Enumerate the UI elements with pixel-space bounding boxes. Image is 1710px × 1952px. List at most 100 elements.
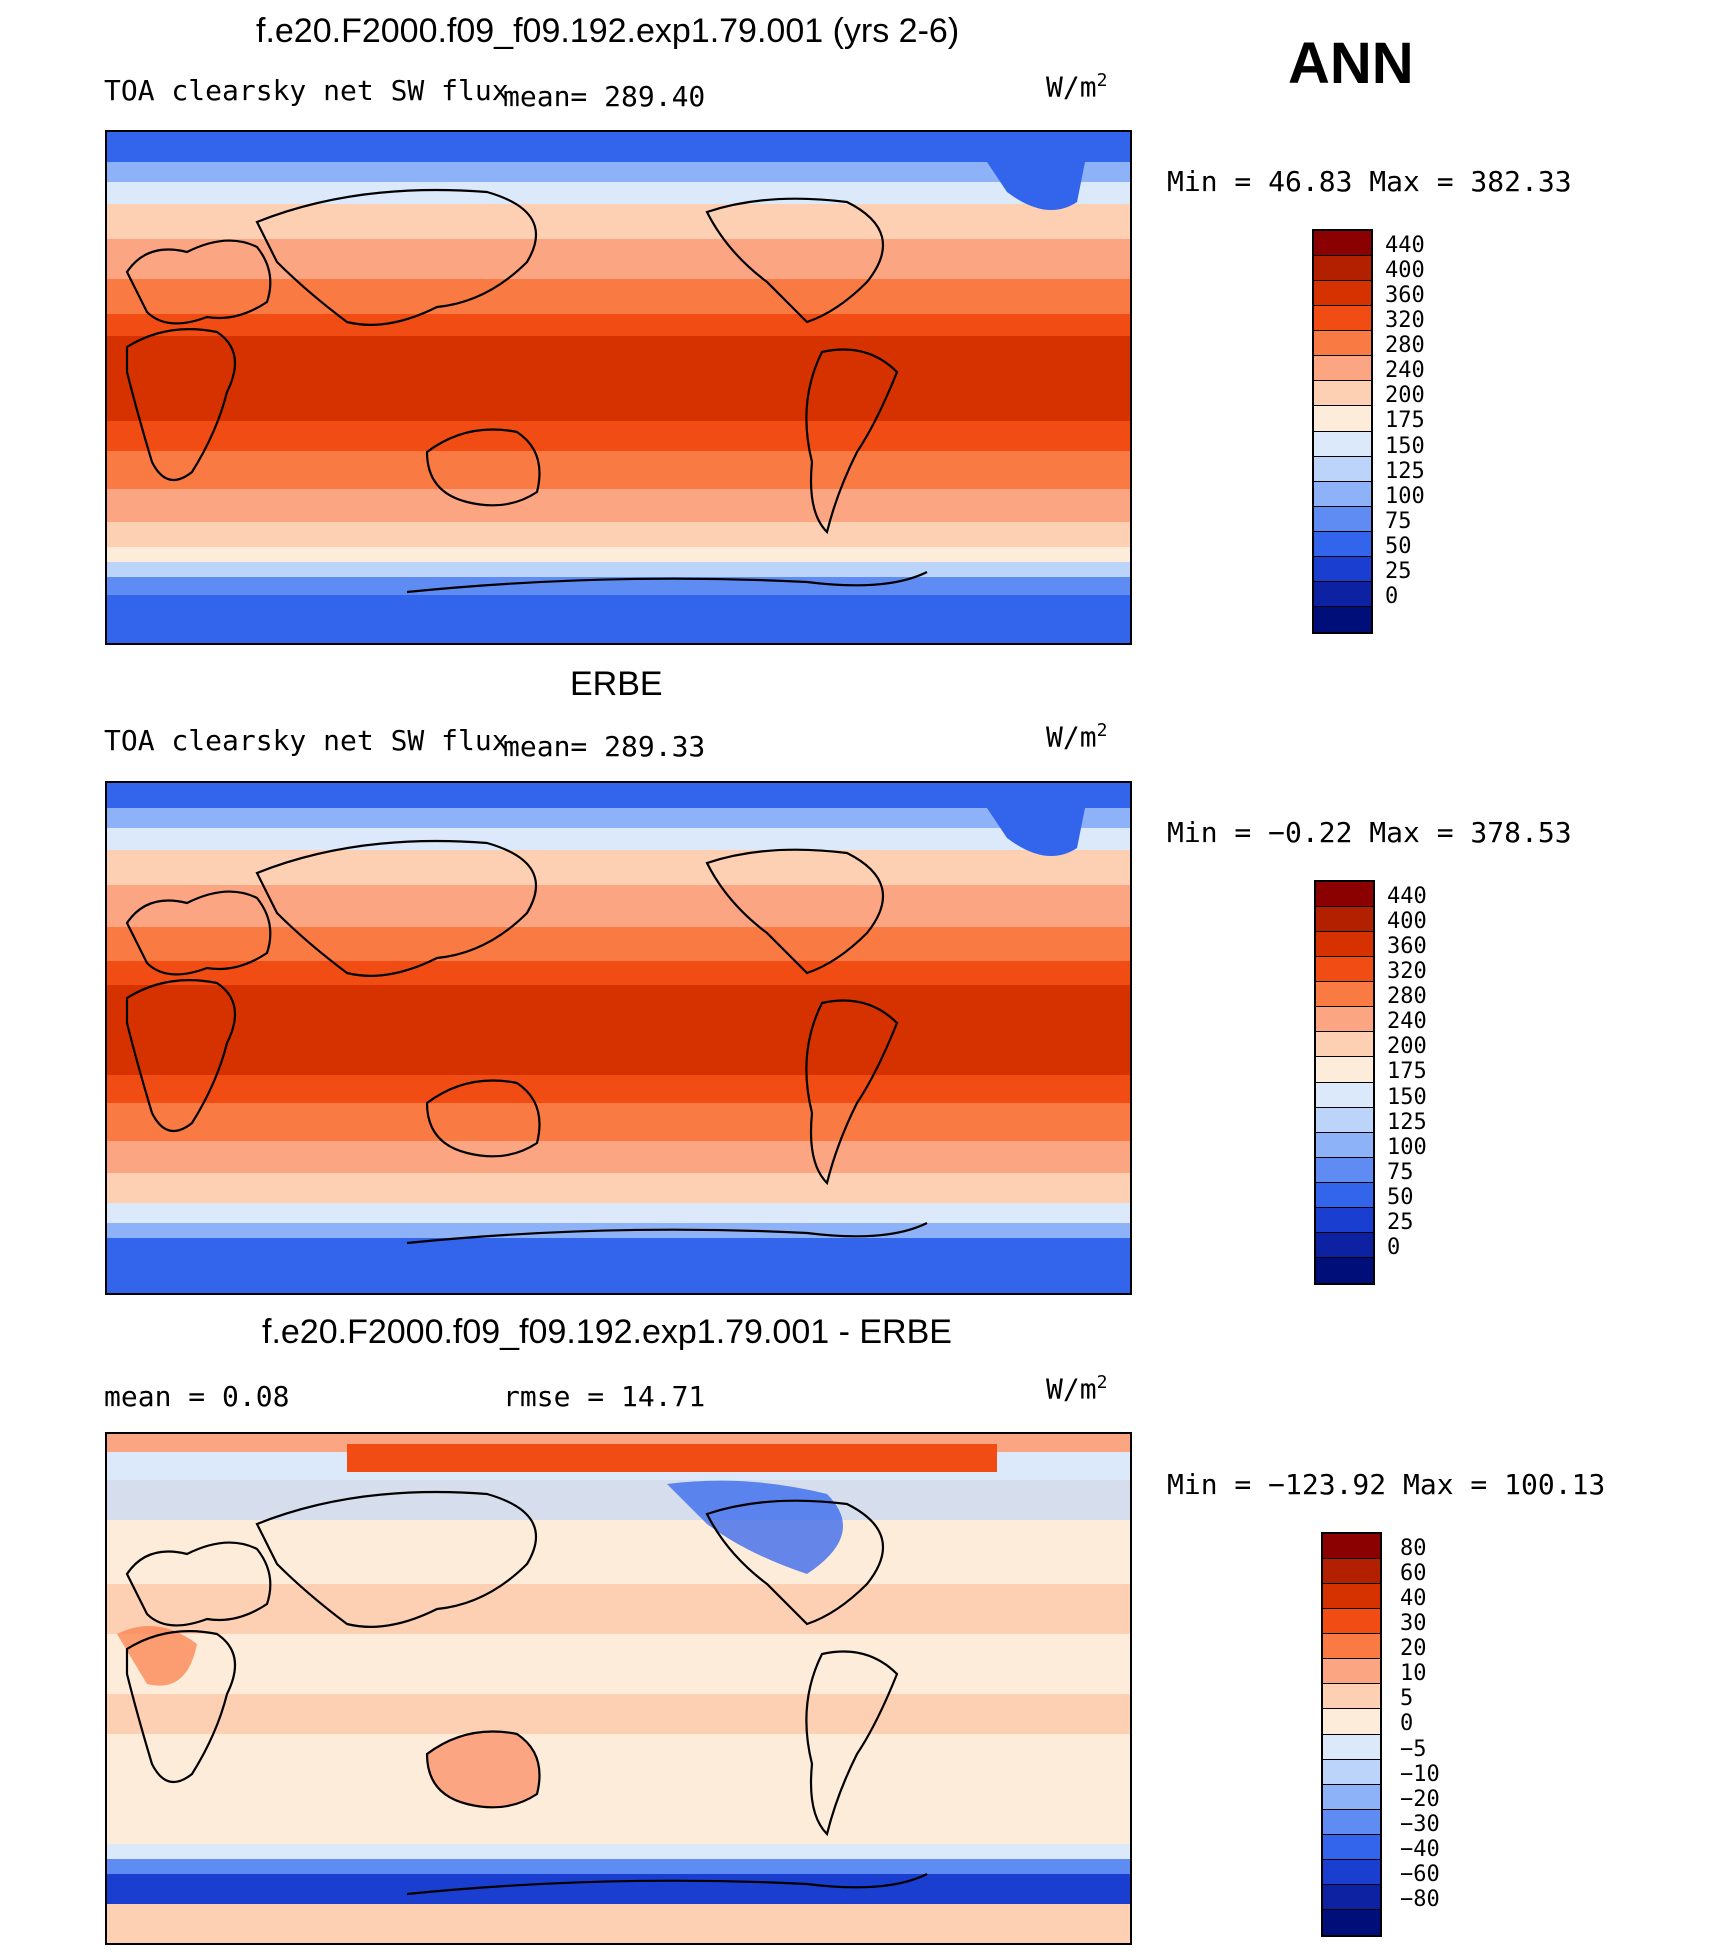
colorbar-swatch: [1323, 1609, 1380, 1635]
colorbar-swatch: [1316, 982, 1373, 1008]
panel-2-colorbar: [1314, 880, 1375, 1285]
panel-3-units: W/m2: [1046, 1372, 1108, 1406]
panel-2-mean: mean= 289.33: [503, 730, 706, 763]
panel-3-rmse: rmse = 14.71: [503, 1380, 706, 1413]
colorbar-swatch: [1314, 331, 1371, 357]
colorbar-tick-label: 320: [1387, 959, 1427, 985]
colorbar-swatch: [1314, 256, 1371, 282]
colorbar-tick-label: 240: [1385, 358, 1425, 384]
colorbar-tick-label: 0: [1387, 1234, 1401, 1260]
colorbar-tick-label: 100: [1387, 1134, 1427, 1160]
colorbar-tick-label: −5: [1400, 1736, 1427, 1762]
colorbar-swatch: [1323, 1809, 1380, 1835]
colorbar-tick-label: 100: [1385, 483, 1425, 509]
colorbar-tick-label: 0: [1385, 583, 1399, 609]
colorbar-swatch: [1323, 1834, 1380, 1860]
panel-3-map: [105, 1432, 1132, 1945]
panel-1-title: f.e20.F2000.f09_f09.192.exp1.79.001 (yrs…: [256, 12, 960, 50]
panel-2-map: [105, 781, 1132, 1295]
colorbar-tick-label: 125: [1387, 1109, 1427, 1135]
colorbar-swatch: [1316, 1157, 1373, 1183]
colorbar-tick-label: 80: [1400, 1536, 1427, 1561]
colorbar-tick-label: −10: [1400, 1761, 1440, 1787]
colorbar-swatch: [1316, 1257, 1373, 1283]
colorbar-swatch: [1316, 1082, 1373, 1108]
panel-3-colorbar-labels: 80 60 40 30 20 10 5 0 −5 −10 −20 −30 −40 −60 −80: [1400, 1538, 1480, 1927]
panel-2-units: W/m2: [1046, 720, 1108, 754]
panel-1-colorbar: [1312, 229, 1373, 634]
colorbar-swatch: [1314, 381, 1371, 407]
colorbar-tick-label: 75: [1387, 1159, 1414, 1185]
panel-1-units: W/m2: [1046, 70, 1108, 104]
colorbar-tick-label: −30: [1400, 1811, 1440, 1837]
colorbar-tick-label: −80: [1400, 1886, 1440, 1912]
panel-2-colorbar-labels: 440 400 360 320 280 240 200 175 150 125 100 75 50 25 0: [1387, 886, 1467, 1275]
colorbar-swatch: [1323, 1684, 1380, 1710]
colorbar-tick-label: 400: [1385, 258, 1425, 284]
panel-1-map: [105, 130, 1132, 645]
colorbar-swatch: [1316, 907, 1373, 933]
colorbar-tick-label: 440: [1385, 233, 1425, 258]
colorbar-tick-label: 30: [1400, 1611, 1427, 1637]
colorbar-tick-label: 10: [1400, 1661, 1427, 1687]
colorbar-tick-label: −40: [1400, 1836, 1440, 1862]
colorbar-swatch: [1316, 1107, 1373, 1133]
colorbar-swatch: [1323, 1584, 1380, 1610]
colorbar-tick-label: 320: [1385, 308, 1425, 334]
colorbar-tick-label: 25: [1387, 1209, 1414, 1235]
colorbar-tick-label: 440: [1387, 884, 1427, 909]
panel-1-mean: mean= 289.40: [503, 80, 706, 113]
colorbar-swatch: [1323, 1859, 1380, 1885]
colorbar-tick-label: −60: [1400, 1861, 1440, 1887]
colorbar-swatch: [1316, 1232, 1373, 1258]
panel-3-stats: Min = −123.92 Max = 100.13: [1167, 1468, 1606, 1501]
colorbar-swatch: [1314, 431, 1371, 457]
colorbar-swatch: [1314, 406, 1371, 432]
panel-2-field-label: TOA clearsky net SW flux: [104, 724, 509, 757]
colorbar-swatch: [1314, 556, 1371, 582]
panel-3-colorbar: [1321, 1532, 1382, 1937]
colorbar-swatch: [1323, 1709, 1380, 1735]
colorbar-tick-label: 360: [1385, 283, 1425, 309]
colorbar-swatch: [1314, 456, 1371, 482]
colorbar-swatch: [1314, 306, 1371, 332]
colorbar-tick-label: 125: [1385, 458, 1425, 484]
colorbar-swatch: [1314, 531, 1371, 557]
colorbar-swatch: [1314, 231, 1371, 257]
panel-2-stats: Min = −0.22 Max = 378.53: [1167, 816, 1572, 849]
colorbar-swatch: [1323, 1534, 1380, 1560]
colorbar-swatch: [1314, 581, 1371, 607]
panel-1-colorbar-labels: 440 400 360 320 280 240 200 175 150 125 100 75 50 25 0: [1385, 235, 1465, 624]
colorbar-swatch: [1316, 1207, 1373, 1233]
colorbar-swatch: [1316, 1007, 1373, 1033]
colorbar-tick-label: 240: [1387, 1009, 1427, 1035]
colorbar-tick-label: 25: [1385, 558, 1412, 584]
panel-1-field-label: TOA clearsky net SW flux: [104, 74, 509, 107]
colorbar-swatch: [1314, 281, 1371, 307]
colorbar-tick-label: 200: [1385, 383, 1425, 409]
colorbar-tick-label: 0: [1400, 1711, 1414, 1737]
colorbar-tick-label: 150: [1387, 1084, 1427, 1110]
colorbar-swatch: [1316, 1057, 1373, 1083]
colorbar-swatch: [1323, 1634, 1380, 1660]
colorbar-tick-label: 280: [1387, 984, 1427, 1010]
panel-1-stats: Min = 46.83 Max = 382.33: [1167, 165, 1572, 198]
colorbar-tick-label: 75: [1385, 508, 1412, 534]
colorbar-swatch: [1323, 1884, 1380, 1910]
colorbar-swatch: [1314, 481, 1371, 507]
colorbar-tick-label: 175: [1385, 408, 1425, 434]
colorbar-swatch: [1316, 882, 1373, 908]
panel-3-mean: mean = 0.08: [104, 1380, 290, 1413]
colorbar-swatch: [1323, 1659, 1380, 1685]
colorbar-swatch: [1323, 1909, 1380, 1935]
colorbar-swatch: [1314, 506, 1371, 532]
colorbar-swatch: [1316, 932, 1373, 958]
colorbar-tick-label: 200: [1387, 1034, 1427, 1060]
colorbar-swatch: [1323, 1559, 1380, 1585]
colorbar-tick-label: 20: [1400, 1636, 1427, 1662]
colorbar-swatch: [1316, 957, 1373, 983]
colorbar-tick-label: 280: [1385, 333, 1425, 359]
colorbar-tick-label: 50: [1387, 1184, 1414, 1210]
colorbar-tick-label: 175: [1387, 1059, 1427, 1085]
colorbar-tick-label: 60: [1400, 1561, 1427, 1587]
